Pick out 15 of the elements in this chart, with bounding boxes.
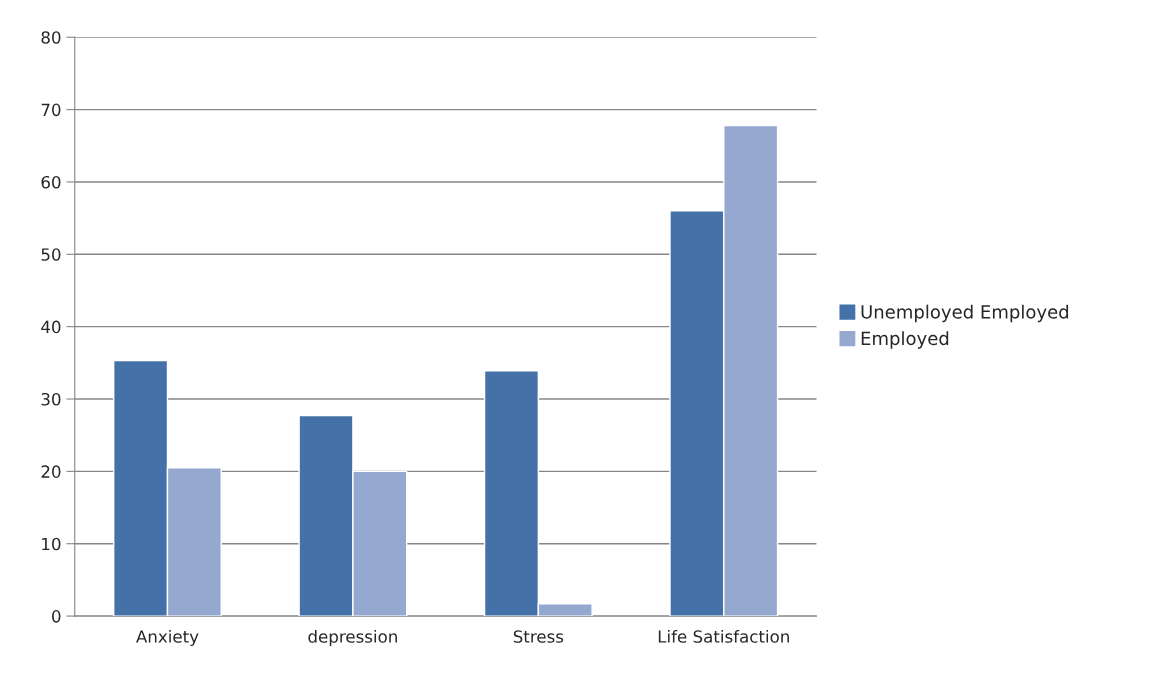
- y-tick-label: 10: [42, 537, 61, 551]
- y-tick-label: 60: [41, 175, 61, 189]
- x-tick-label: Anxiety: [136, 629, 199, 647]
- legend-label: Employed: [861, 331, 949, 349]
- y-tick-label: 40: [41, 320, 61, 334]
- y-tick-label: 70: [41, 103, 61, 117]
- y-tick-label: 50: [41, 248, 61, 261]
- y-tick-label: 0: [52, 610, 61, 623]
- y-tick-label: 20: [41, 465, 61, 478]
- x-tick-label: Stress: [513, 630, 564, 643]
- y-tick-label: 80: [41, 31, 61, 44]
- x-tick-label: depression: [308, 629, 397, 647]
- x-tick-label: Life Satisfaction: [658, 629, 789, 643]
- y-tick-label: 30: [41, 392, 61, 406]
- legend-label: Unemployed Employed: [861, 304, 1069, 323]
